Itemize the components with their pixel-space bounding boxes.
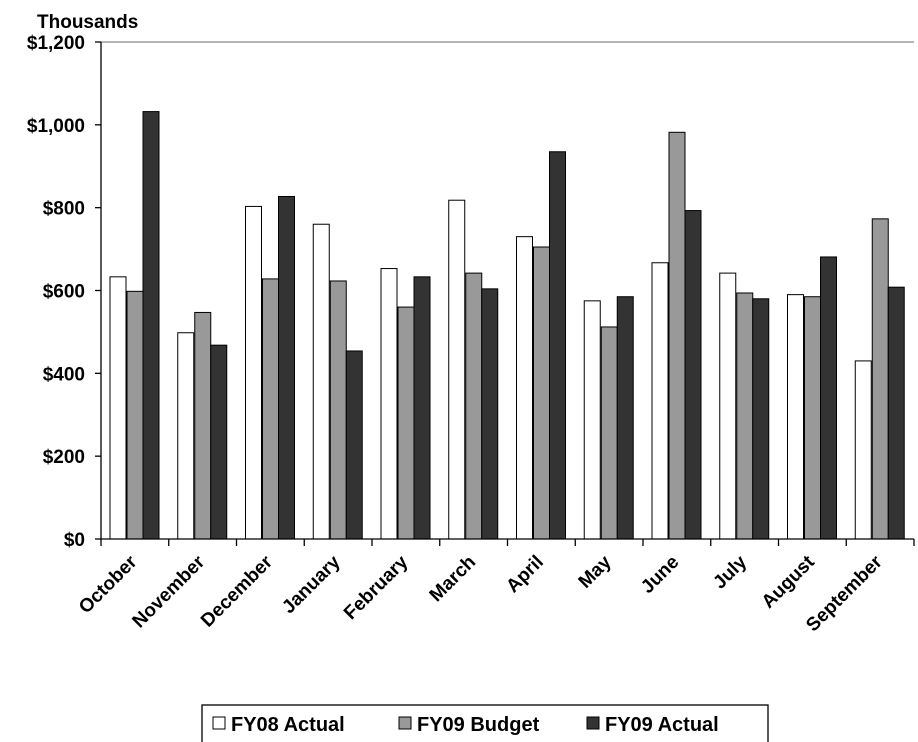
x-tick-label: October bbox=[75, 551, 142, 618]
bar-fy09-actual-july bbox=[752, 298, 770, 540]
x-tick-label: November bbox=[129, 551, 210, 632]
bar-fy08-actual-july bbox=[719, 272, 737, 540]
bar-fy09-budget-september bbox=[871, 218, 889, 540]
y-tick-label: $0 bbox=[64, 530, 85, 551]
bar-fy08-actual-march bbox=[448, 199, 466, 540]
bar-fy08-actual-may bbox=[583, 300, 601, 540]
x-tick-label: January bbox=[278, 551, 345, 618]
bar-fy09-actual-march bbox=[481, 288, 499, 540]
x-tick-label: February bbox=[340, 551, 413, 624]
bar-fy09-actual-november bbox=[210, 344, 228, 540]
legend: FY08 Actual FY09 Budget FY09 Actual bbox=[201, 704, 769, 742]
bar-fy09-actual-may bbox=[616, 296, 634, 540]
y-tick-label: $800 bbox=[43, 199, 85, 220]
x-tick-label: March bbox=[426, 552, 480, 606]
bar-fy09-budget-june bbox=[668, 131, 686, 540]
bar-fy09-budget-december bbox=[262, 278, 279, 540]
bar-fy08-actual-august bbox=[787, 294, 804, 540]
bar-fy08-actual-april bbox=[516, 236, 533, 540]
x-tick-label: August bbox=[758, 551, 820, 613]
x-tick-label: April bbox=[502, 552, 547, 597]
bar-fy08-actual-june bbox=[651, 262, 669, 540]
y-tick-label: $1,200 bbox=[27, 33, 85, 54]
y-tick-label: $200 bbox=[43, 447, 85, 468]
bar-fy09-actual-october bbox=[142, 111, 160, 540]
bar-fy09-actual-february bbox=[413, 276, 431, 540]
bar-fy09-budget-august bbox=[804, 296, 821, 540]
bar-fy08-actual-september bbox=[854, 360, 872, 540]
legend-swatch bbox=[398, 716, 412, 730]
legend-label: FY09 Budget bbox=[417, 714, 540, 736]
bar-fy09-budget-march bbox=[465, 272, 483, 540]
legend-box bbox=[201, 704, 769, 742]
bar-fy08-actual-december bbox=[245, 205, 262, 540]
legend-label: FY09 Actual bbox=[605, 714, 719, 736]
x-tick-label: July bbox=[709, 551, 751, 593]
bar-fy09-budget-november bbox=[194, 311, 212, 540]
bar-fy09-actual-august bbox=[820, 256, 837, 540]
bar-fy09-actual-december bbox=[278, 195, 295, 540]
bar-fy09-actual-september bbox=[887, 286, 905, 540]
bar-fy08-actual-november bbox=[177, 332, 195, 540]
bar-fy09-budget-october bbox=[126, 290, 144, 540]
y-axis-unit-label: Thousands bbox=[37, 12, 138, 33]
x-tick-label: May bbox=[575, 551, 616, 592]
bar-fy09-actual-june bbox=[684, 210, 702, 540]
x-tick-label: December bbox=[197, 551, 277, 631]
y-tick-label: $1,000 bbox=[27, 116, 85, 137]
bar-fy09-budget-may bbox=[600, 326, 618, 540]
legend-swatch bbox=[212, 716, 226, 730]
bar-fy08-actual-january bbox=[312, 223, 330, 540]
bar-fy09-budget-april bbox=[533, 246, 550, 540]
bar-fy08-actual-october bbox=[109, 276, 127, 540]
bar-fy09-budget-july bbox=[736, 292, 754, 540]
bar-fy09-budget-february bbox=[397, 306, 415, 540]
bar-fy09-actual-april bbox=[549, 151, 566, 540]
bar-fy09-budget-january bbox=[329, 280, 347, 540]
y-tick-label: $400 bbox=[43, 364, 85, 385]
x-tick-label: June bbox=[637, 552, 683, 598]
legend-label: FY08 Actual bbox=[231, 714, 345, 736]
bar-fy09-actual-january bbox=[345, 350, 363, 540]
y-tick-label: $600 bbox=[43, 282, 85, 303]
bar-fy08-actual-february bbox=[380, 268, 398, 540]
legend-swatch bbox=[586, 716, 600, 730]
bars-layer bbox=[109, 111, 905, 540]
